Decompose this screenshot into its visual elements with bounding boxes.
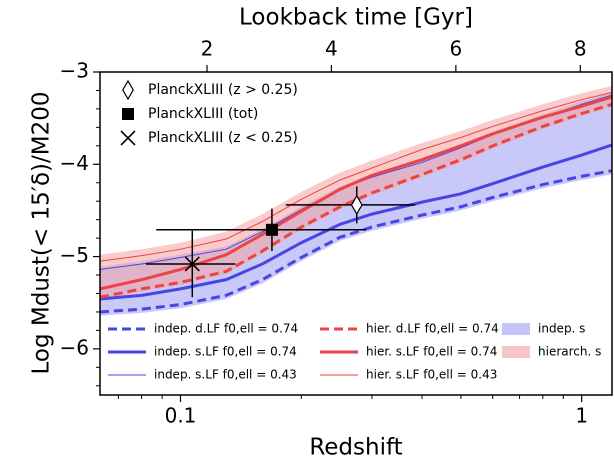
legend-label: indep. d.LF f0,ell = 0.74 <box>154 322 298 336</box>
x2-tick-label: 4 <box>325 37 338 61</box>
legend-label: hier. s.LF f0,ell = 0.43 <box>366 368 497 382</box>
legend-label: PlanckXLIII (z < 0.25) <box>148 130 298 146</box>
legend-label: PlanckXLIII (tot) <box>148 106 258 122</box>
legend-label: indep. s.LF f0,ell = 0.74 <box>154 345 297 359</box>
y-tick-label: −6 <box>60 335 89 359</box>
line <box>100 169 612 314</box>
y-tick-label: −3 <box>60 59 89 83</box>
y-axis-label: Log Mdust(< 15′δ)/M200 <box>29 92 55 375</box>
y-tick-label: −4 <box>60 151 89 175</box>
marker <box>265 223 278 236</box>
marker <box>120 130 136 146</box>
line <box>100 91 612 262</box>
x2-tick-label: 2 <box>201 37 214 61</box>
marker <box>350 194 363 216</box>
x2-tick-label: 8 <box>574 37 587 61</box>
legend-label: indep. s <box>538 322 585 336</box>
legend-label: PlanckXLIII (z > 0.25) <box>148 82 298 98</box>
plot-frame <box>99 71 613 396</box>
x2-axis-label: Lookback time [Gyr] <box>239 5 473 31</box>
line <box>100 102 612 299</box>
band <box>100 85 612 300</box>
x-tick-label: 1 <box>575 404 588 428</box>
legend-label: hier. d.LF f0,ell = 0.74 <box>366 322 499 336</box>
legend-label: hierarch. s <box>538 345 601 359</box>
x-tick-label: 0.1 <box>165 404 197 428</box>
marker <box>122 108 134 120</box>
x2-tick-label: 6 <box>449 37 462 61</box>
legend-swatch <box>502 346 530 358</box>
x-axis-label: Redshift <box>309 435 402 461</box>
marker <box>122 79 134 101</box>
legend-swatch <box>502 323 530 335</box>
legend-label: indep. s.LF f0,ell = 0.43 <box>154 368 297 382</box>
y-tick-label: −5 <box>60 243 89 267</box>
legend-label: hier. s.LF f0,ell = 0.74 <box>366 345 497 359</box>
marker <box>184 256 200 272</box>
